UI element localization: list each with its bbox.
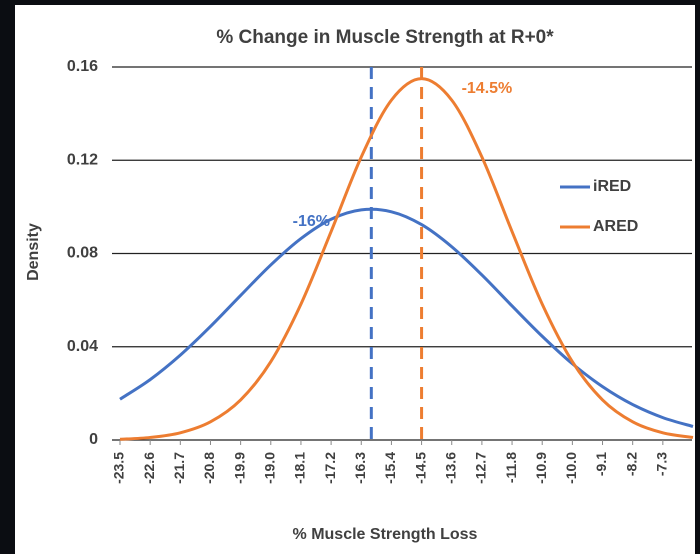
y-axis-label: Density <box>25 223 42 281</box>
x-tick-label: -19.9 <box>231 452 247 484</box>
x-tick-label: -12.7 <box>473 452 489 484</box>
x-tick-label: -9.1 <box>593 452 609 476</box>
x-tick-label: -7.3 <box>654 452 670 476</box>
series-line <box>119 207 694 428</box>
x-tick-label: -23.5 <box>111 452 127 484</box>
x-tick-label: -19.0 <box>261 452 277 484</box>
y-tick-label: 0.16 <box>67 58 98 75</box>
y-tick-label: 0.08 <box>67 245 98 262</box>
x-tick-label: -8.2 <box>623 452 639 476</box>
x-tick-label: -21.7 <box>171 452 187 484</box>
y-tick-label: 0.04 <box>67 338 98 355</box>
legend-label: ARED <box>593 218 638 235</box>
y-tick-label: 0 <box>89 431 98 448</box>
x-tick-label: -16.3 <box>352 452 368 484</box>
x-tick-label: -15.4 <box>382 452 398 484</box>
legend-label: iRED <box>593 178 631 195</box>
x-tick-label: -13.6 <box>442 452 458 484</box>
x-tick-label: -20.8 <box>201 452 217 484</box>
series-line <box>119 77 694 441</box>
x-tick-label: -14.5 <box>412 452 428 484</box>
x-tick-label: -11.8 <box>503 452 519 483</box>
x-tick-label: -10.0 <box>563 452 579 484</box>
x-tick-label: -22.6 <box>141 452 157 484</box>
x-tick-label: -17.2 <box>322 452 338 484</box>
chart-area <box>15 5 695 554</box>
x-tick-label: -18.1 <box>292 452 308 484</box>
x-axis-label: % Muscle Strength Loss <box>293 526 478 543</box>
chart-title: % Change in Muscle Strength at R+0* <box>216 27 554 48</box>
y-tick-label: 0.12 <box>67 151 98 168</box>
mean-label: -14.5% <box>462 80 513 97</box>
x-tick-label: -10.9 <box>533 452 549 484</box>
